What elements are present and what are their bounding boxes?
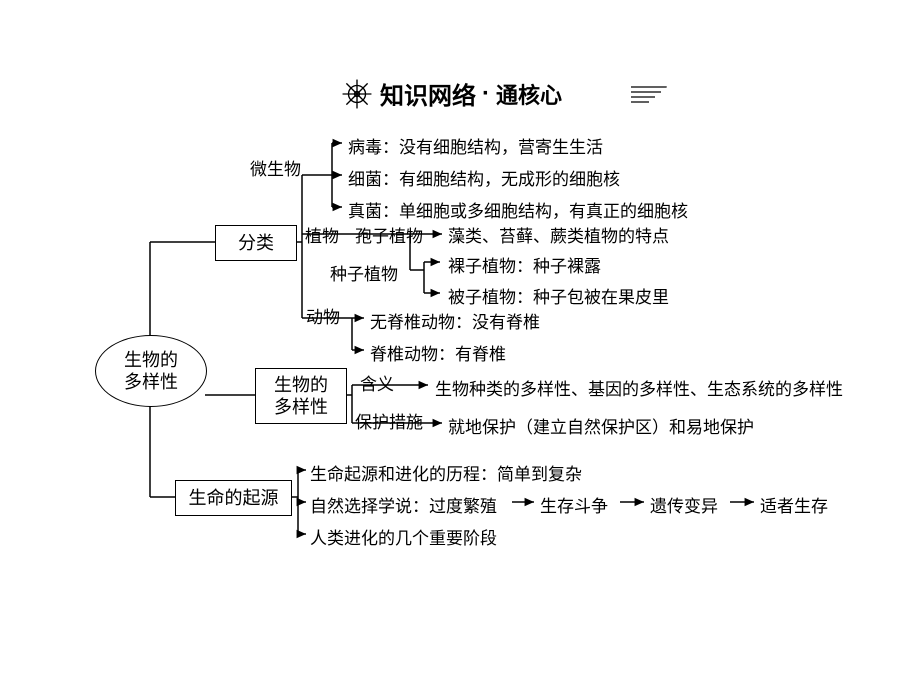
- label-t-luo: 裸子植物：种子裸露: [448, 252, 601, 277]
- label-l-bao2: 保护措施: [355, 408, 423, 433]
- label-l-dong: 动物: [306, 303, 340, 328]
- qiyuan-node: 生命的起源: [175, 480, 292, 516]
- label-t-bei: 被子植物：种子包被在果皮里: [448, 283, 669, 308]
- root-node: 生物的多样性: [95, 335, 207, 407]
- label-l-han: 含义: [360, 370, 394, 395]
- title-main: 知识网络: [380, 76, 476, 111]
- label-t-jizhui: 脊椎动物：有脊椎: [370, 340, 506, 365]
- label-l-wei: 微生物: [250, 155, 301, 180]
- duoyang-node: 生物的多样性: [255, 368, 347, 424]
- title-decoration: [631, 83, 667, 107]
- label-l-zhong: 种子植物: [330, 260, 398, 285]
- label-t-baohu: 就地保护（建立自然保护区）和易地保护: [448, 413, 754, 438]
- label-t-bingdu: 病毒：没有细胞结构，营寄生生活: [348, 133, 603, 158]
- label-t-xz3: 遗传变异: [650, 492, 718, 517]
- label-t-lc: 生命起源和进化的历程：简单到复杂: [310, 460, 582, 485]
- label-l-zhi: 植物: [305, 222, 339, 247]
- label-l-bao: 孢子植物: [355, 222, 423, 247]
- label-t-xz4: 适者生存: [760, 492, 828, 517]
- label-t-zao: 藻类、苔藓、蕨类植物的特点: [448, 222, 669, 247]
- title-sub: 通核心: [496, 78, 562, 110]
- label-t-hanyi: 生物种类的多样性、基因的多样性、生态系统的多样性: [435, 375, 843, 400]
- wheel-icon: [340, 77, 374, 111]
- label-t-xijun: 细菌：有细胞结构，无成形的细胞核: [348, 165, 620, 190]
- label-t-xz1: 自然选择学说：过度繁殖: [310, 492, 497, 517]
- diagram-canvas: 知识网络 · 通核心 生物的多样性 分类生物的多样性生命的起源 微生物植物孢子植物…: [0, 0, 920, 690]
- label-t-xz2: 生存斗争: [540, 492, 608, 517]
- title-dot: ·: [482, 80, 490, 108]
- label-t-wuji: 无脊椎动物：没有脊椎: [370, 308, 540, 333]
- page-title: 知识网络 · 通核心: [340, 76, 562, 111]
- label-t-ren: 人类进化的几个重要阶段: [310, 524, 497, 549]
- fenlei-node: 分类: [215, 225, 297, 261]
- label-t-zhenjun: 真菌：单细胞或多细胞结构，有真正的细胞核: [348, 197, 688, 222]
